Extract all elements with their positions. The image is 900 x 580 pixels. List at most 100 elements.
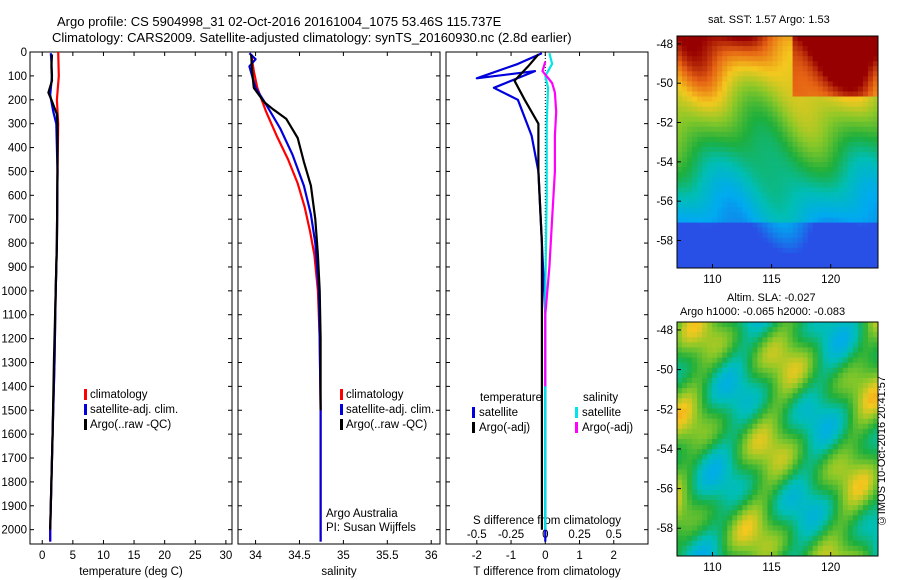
map-cell: [677, 337, 683, 343]
map-cell: [697, 56, 703, 62]
map-cell: [682, 146, 688, 153]
map-cell: [817, 362, 824, 369]
map-cell: [777, 474, 783, 481]
map-cell: [752, 182, 758, 188]
map-cell: [692, 322, 698, 328]
map-cell: [682, 46, 688, 52]
map-cell: [837, 172, 844, 178]
map-cell: [767, 423, 773, 430]
map-cell: [722, 157, 728, 163]
map-cell: [687, 408, 693, 414]
map-cell: [727, 227, 733, 234]
map-cell: [747, 408, 753, 414]
map-cell: [762, 459, 768, 465]
map-cell: [727, 433, 733, 440]
map-cell: [752, 76, 758, 82]
map-cell: [742, 146, 748, 153]
map-cell: [677, 322, 683, 328]
map-cell: [682, 182, 688, 188]
map-cell: [867, 352, 874, 359]
map-cell: [732, 357, 738, 364]
map-cell: [807, 71, 814, 77]
map-cell: [747, 56, 753, 62]
map-cell: [817, 520, 824, 526]
map-cell: [757, 71, 763, 77]
map-cell: [742, 91, 748, 97]
map-cell: [692, 111, 698, 118]
map-cell: [722, 257, 728, 264]
map-cell: [817, 106, 824, 113]
map-cell: [752, 413, 758, 420]
map-cell: [817, 408, 824, 414]
map-cell: [792, 418, 799, 425]
map-cell: [702, 372, 708, 379]
map-cell: [767, 227, 773, 234]
map-cell: [722, 167, 728, 173]
map-cell: [862, 418, 869, 425]
map-cell: [802, 86, 809, 92]
map-cell: [767, 372, 773, 379]
x-tick-label: 25: [189, 550, 202, 562]
map-cell: [782, 232, 788, 239]
map-cell: [792, 51, 799, 57]
map-cell: [677, 212, 683, 218]
map-cell: [817, 152, 824, 158]
panel-1-frame: [237, 51, 441, 545]
map-cell: [737, 162, 743, 168]
map-cell: [677, 111, 683, 118]
map-cell: [772, 177, 778, 183]
map-cell: [772, 116, 778, 123]
map-cell: [742, 81, 748, 87]
map-cell: [862, 357, 869, 364]
map-cell: [872, 237, 879, 244]
map-cell: [832, 262, 839, 269]
map-cell: [762, 91, 768, 97]
map-cell: [827, 131, 834, 138]
map-cell: [722, 242, 728, 249]
map-cell: [802, 540, 809, 547]
map-cell: [732, 61, 738, 67]
map-cell: [697, 86, 703, 92]
map-cell: [787, 372, 793, 379]
map-cell: [787, 403, 793, 409]
map-cell: [677, 247, 683, 254]
map-cell: [787, 500, 793, 506]
map-cell: [712, 71, 718, 77]
map-cell: [847, 484, 854, 491]
map-cell: [707, 36, 713, 42]
map-cell: [702, 408, 708, 414]
map-cell: [802, 393, 809, 399]
map-cell: [692, 505, 698, 511]
map-cell: [797, 56, 804, 62]
map-cell: [717, 227, 723, 234]
map-cell: [857, 347, 864, 353]
map-cell: [802, 515, 809, 521]
map-cell: [847, 464, 854, 470]
map-cell: [807, 202, 814, 208]
map-cell: [702, 489, 708, 496]
map-cell: [817, 157, 824, 163]
map-cell: [747, 372, 753, 379]
map-cell: [717, 177, 723, 183]
map-cell: [747, 332, 753, 338]
map-cell: [707, 217, 713, 224]
map-cell: [782, 162, 788, 168]
map-cell: [717, 207, 723, 213]
map-cell: [747, 167, 753, 173]
map-cell: [837, 500, 844, 506]
map-cell: [777, 177, 783, 183]
map-cell: [812, 56, 819, 62]
map-cell: [792, 540, 799, 547]
map-cell: [682, 101, 688, 108]
map-cell: [867, 433, 874, 440]
map-cell: [847, 217, 854, 224]
map-cell: [787, 46, 793, 52]
map-cell: [797, 484, 804, 491]
depth-tick-label: 1100: [2, 310, 27, 322]
map-cell: [832, 121, 839, 128]
map-cell: [767, 433, 773, 440]
map-cell: [787, 347, 793, 353]
map-cell: [857, 327, 864, 333]
map-cell: [742, 121, 748, 128]
